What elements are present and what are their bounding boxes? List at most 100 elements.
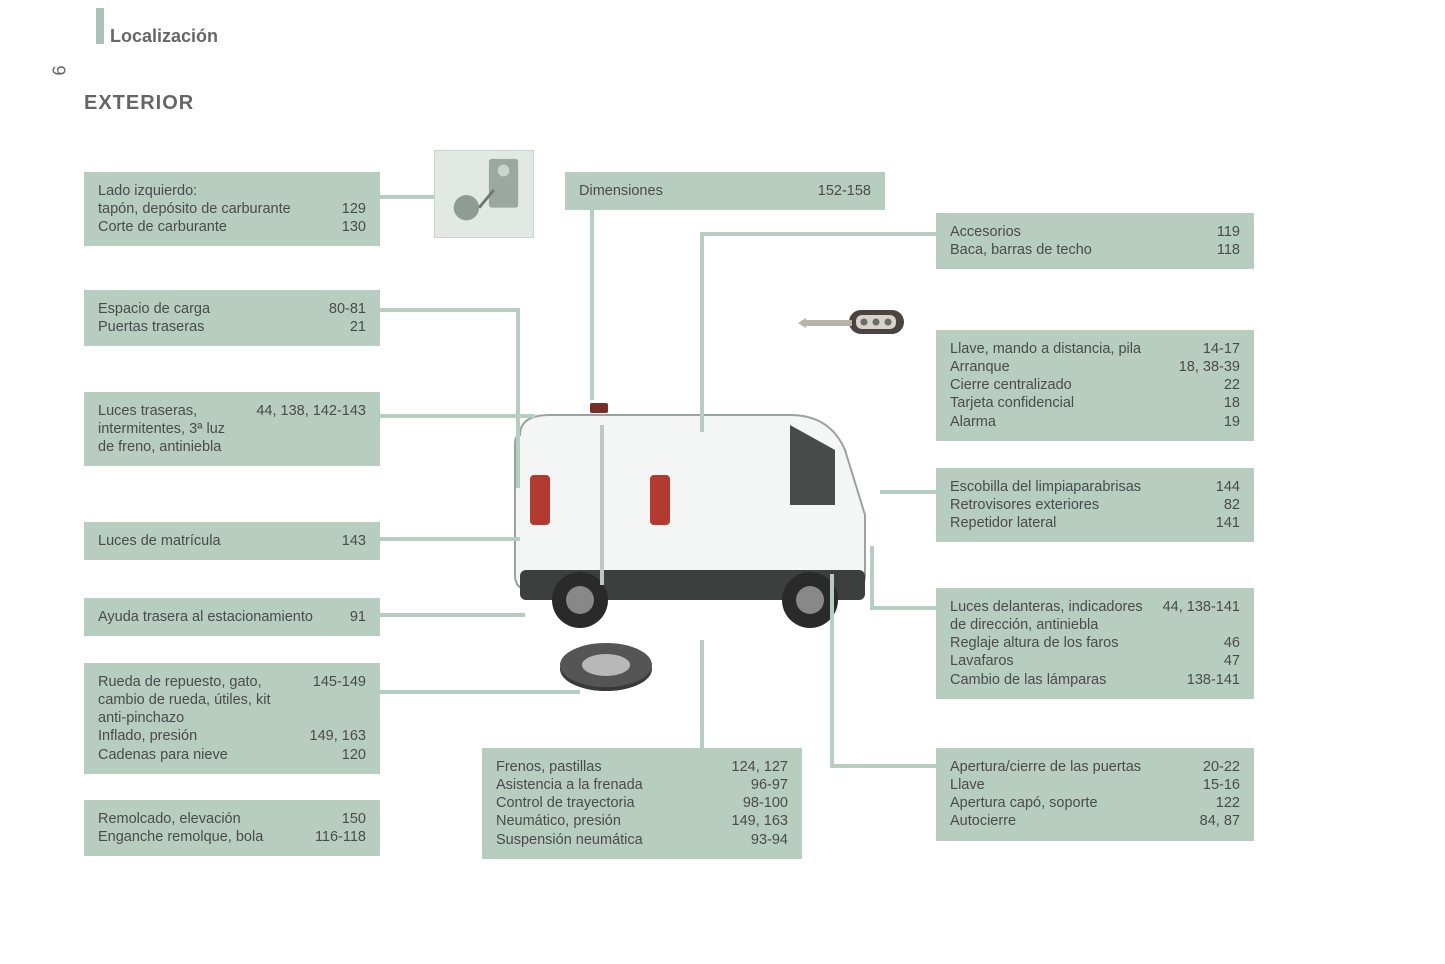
callout-label: Autocierre (950, 812, 1184, 830)
callout-box: Apertura/cierre de las puertas 20-22 Llave… (936, 748, 1254, 841)
callout-row: Remolcado, elevación150 (98, 810, 366, 828)
leader-line (700, 232, 704, 432)
callout-page-ref: 116-118 (315, 828, 366, 846)
callout-page-ref: 93-94 (751, 831, 788, 849)
callout-page-ref: 44, 138, 142-143 (256, 402, 366, 420)
callout-row: Luces traseras, intermitentes, 3ª luz de… (98, 402, 366, 456)
callout-page-ref: 20-22 (1203, 758, 1240, 776)
callout-row: Cambio de las lámparas138-141 (950, 671, 1240, 689)
callout-row: Puertas traseras 21 (98, 318, 366, 336)
callout-row: Retrovisores exteriores 82 (950, 496, 1240, 514)
callout-label: Llave (950, 776, 1187, 794)
key-fob-image (794, 300, 914, 344)
callout-label: Llave, mando a distancia, pila (950, 340, 1187, 358)
page-title: EXTERIOR (84, 92, 194, 115)
callout-page-ref: 124, 127 (732, 758, 788, 776)
callout-page-ref: 149, 163 (310, 727, 366, 745)
callout-page-ref: 150 (342, 810, 366, 828)
callout-box: Rueda de repuesto, gato, cambio de rueda… (84, 663, 380, 774)
callout-page-ref: 14-17 (1203, 340, 1240, 358)
callout-page-ref: 82 (1224, 496, 1240, 514)
callout-label: Apertura capó, soporte (950, 794, 1200, 812)
page-number: 6 (50, 65, 71, 75)
callout-row: Frenos, pastillas 124, 127 (496, 758, 788, 776)
callout-page-ref: 19 (1224, 413, 1240, 431)
callout-label: Frenos, pastillas (496, 758, 716, 776)
leader-line (380, 690, 580, 694)
callout-row: Repetidor lateral141 (950, 514, 1240, 532)
section-tab (96, 8, 104, 44)
leader-line (830, 764, 936, 768)
callout-label: Rueda de repuesto, gato, cambio de rueda… (98, 673, 297, 727)
callout-row: Dimensiones152-158 (579, 182, 871, 200)
callout-box: Escobilla del limpiaparabrisas144Retrovi… (936, 468, 1254, 542)
callout-box: Llave, mando a distancia, pila14-17Arran… (936, 330, 1254, 441)
leader-line (880, 490, 936, 494)
callout-label: Lado izquierdo: (98, 182, 350, 200)
leader-line (516, 308, 520, 488)
callout-label: Lavafaros (950, 652, 1208, 670)
callout-page-ref: 22 (1224, 376, 1240, 394)
callout-row: Accesorios 119 (950, 223, 1240, 241)
callout-box: Luces de matrícula 143 (84, 522, 380, 560)
leader-line (380, 308, 520, 312)
callout-label: Espacio de carga (98, 300, 313, 318)
callout-label: Luces de matrícula (98, 532, 326, 550)
callout-row: Luces de matrícula 143 (98, 532, 366, 550)
callout-page-ref: 21 (350, 318, 366, 336)
callout-page-ref: 80-81 (329, 300, 366, 318)
callout-row: Escobilla del limpiaparabrisas144 (950, 478, 1240, 496)
callout-row: Llave, mando a distancia, pila 14-17 (950, 340, 1240, 358)
callout-page-ref: 118 (1217, 241, 1240, 259)
callout-label: Cambio de las lámparas (950, 671, 1171, 689)
callout-row: Apertura capó, soporte 122 (950, 794, 1240, 812)
callout-label: Cadenas para nieve (98, 746, 326, 764)
callout-label: Tarjeta confidencial (950, 394, 1208, 412)
callout-row: Asistencia a la frenada96-97 (496, 776, 788, 794)
callout-row: Enganche remolque, bola116-118 (98, 828, 366, 846)
section-heading: Localización (110, 26, 218, 47)
callout-row: Arranque18, 38-39 (950, 358, 1240, 376)
leader-line (700, 232, 936, 236)
callout-page-ref: 119 (1217, 223, 1240, 241)
callout-page-ref: 46 (1224, 634, 1240, 652)
callout-label: Suspensión neumática (496, 831, 735, 849)
callout-box: Dimensiones152-158 (565, 172, 885, 210)
callout-page-ref: 143 (342, 532, 366, 550)
callout-label: Arranque (950, 358, 1163, 376)
callout-row: Rueda de repuesto, gato, cambio de rueda… (98, 673, 366, 727)
callout-label: Repetidor lateral (950, 514, 1200, 532)
callout-page-ref: 149, 163 (732, 812, 788, 830)
callout-row: Cierre centralizado 22 (950, 376, 1240, 394)
callout-label: Accesorios (950, 223, 1201, 241)
callout-row: Apertura/cierre de las puertas 20-22 (950, 758, 1240, 776)
callout-box: Lado izquierdo:tapón, depósito de carbur… (84, 172, 380, 246)
callout-page-ref: 84, 87 (1200, 812, 1240, 830)
callout-label: Apertura/cierre de las puertas (950, 758, 1187, 776)
callout-label: Luces delanteras, indicadores de direcci… (950, 598, 1147, 634)
callout-row: Cadenas para nieve120 (98, 746, 366, 764)
callout-row: Espacio de carga 80-81 (98, 300, 366, 318)
callout-row: Tarjeta confidencial 18 (950, 394, 1240, 412)
callout-row: Inflado, presión149, 163 (98, 727, 366, 745)
callout-box: Espacio de carga 80-81Puertas traseras 21 (84, 290, 380, 346)
callout-page-ref: 15-16 (1203, 776, 1240, 794)
callout-label: Cierre centralizado (950, 376, 1208, 394)
leader-line (380, 613, 525, 617)
callout-box: Accesorios 119Baca, barras de techo118 (936, 213, 1254, 269)
leader-line (830, 574, 834, 764)
callout-box: Luces traseras, intermitentes, 3ª luz de… (84, 392, 380, 466)
leader-line (590, 200, 594, 400)
callout-row: Corte de carburante130 (98, 218, 366, 236)
callout-page-ref: 152-158 (818, 182, 871, 200)
callout-label: Puertas traseras (98, 318, 334, 336)
callout-label: Retrovisores exteriores (950, 496, 1208, 514)
callout-page-ref: 130 (342, 218, 366, 236)
callout-row: Neumático, presión149, 163 (496, 812, 788, 830)
callout-row: Suspensión neumática 93-94 (496, 831, 788, 849)
callout-page-ref: 18 (1224, 394, 1240, 412)
leader-line (380, 537, 520, 541)
callout-page-ref: 122 (1216, 794, 1240, 812)
callout-row: Lado izquierdo: (98, 182, 366, 200)
callout-row: Baca, barras de techo118 (950, 241, 1240, 259)
